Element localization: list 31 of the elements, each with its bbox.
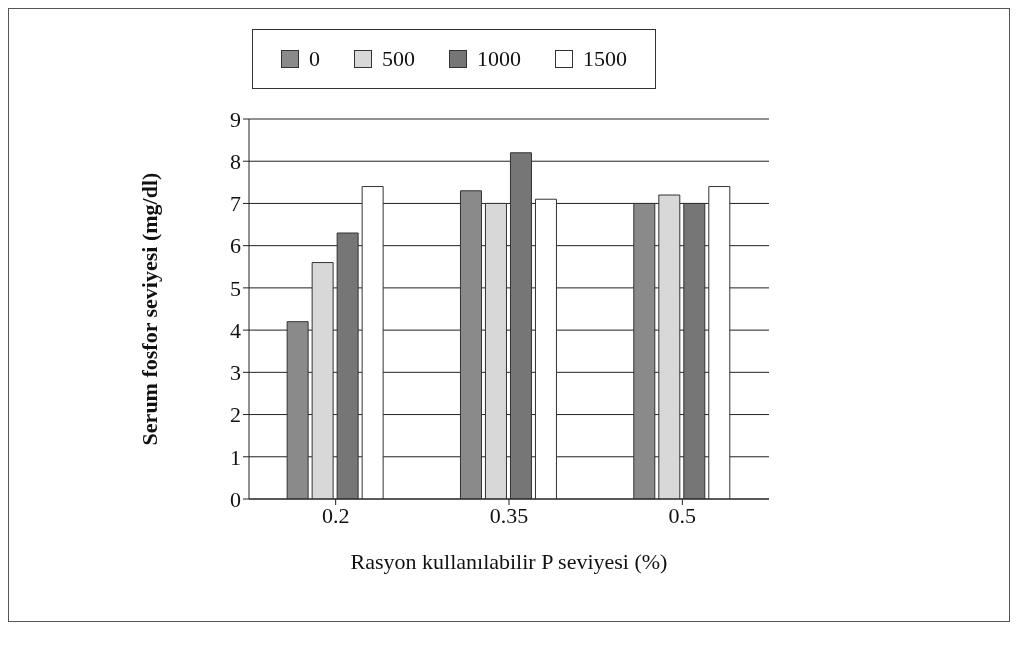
y-tick-label: 5 <box>230 275 241 301</box>
bar <box>708 186 731 499</box>
y-tick-label: 6 <box>230 233 241 259</box>
x-axis-title: Rasyon kullanılabilir P seviyesi (%) <box>350 549 668 574</box>
y-tick-label: 8 <box>230 149 241 175</box>
bar <box>509 152 532 499</box>
y-tick-label: 9 <box>230 106 241 132</box>
y-tick-label: 0 <box>230 486 241 512</box>
y-axis-title: Serum fosfor seviyesi (mg/dl) <box>136 172 162 446</box>
bar <box>459 190 482 499</box>
legend-label: 1000 <box>477 46 521 72</box>
legend-label: 0 <box>309 46 320 72</box>
bar <box>336 232 359 499</box>
bar <box>658 194 681 499</box>
bar <box>534 198 557 499</box>
legend-label: 500 <box>382 46 415 72</box>
x-tick-label: 0.35 <box>489 502 529 528</box>
y-tick-label: 3 <box>230 360 241 386</box>
y-tick-label: 2 <box>230 402 241 428</box>
legend-label: 1500 <box>583 46 627 72</box>
bar <box>361 186 384 499</box>
y-tick-label: 1 <box>230 444 241 470</box>
bar <box>286 321 309 499</box>
bar <box>683 202 706 499</box>
bar <box>311 262 334 499</box>
y-tick-label: 7 <box>230 191 241 217</box>
bar <box>633 202 656 499</box>
x-tick-label: 0.5 <box>668 502 697 528</box>
y-tick-label: 4 <box>230 317 241 343</box>
bar <box>484 202 507 499</box>
x-tick-label: 0.2 <box>321 502 350 528</box>
